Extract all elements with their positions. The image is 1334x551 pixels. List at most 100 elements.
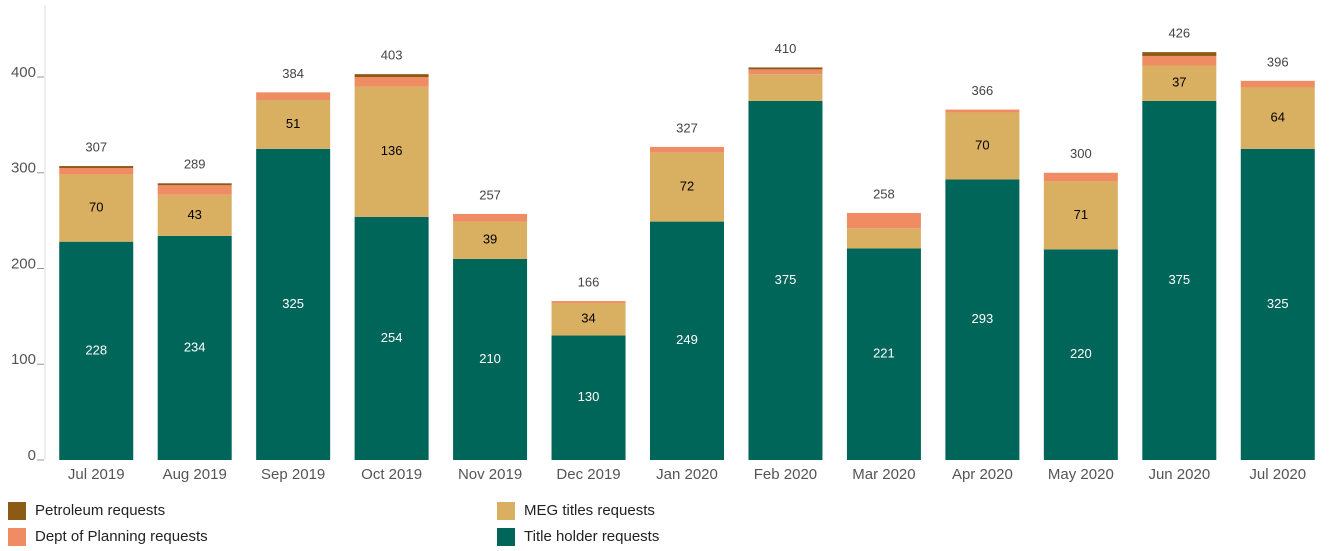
- value-label: 220: [1070, 346, 1092, 361]
- bar-segment: [256, 92, 331, 100]
- bar-segment: [650, 152, 724, 222]
- bar-segment: [1043, 181, 1118, 250]
- total-label: 289: [184, 157, 206, 172]
- bar-segment: [846, 212, 921, 229]
- bar-segment: [157, 185, 232, 195]
- bar-segment: [1240, 80, 1315, 88]
- total-label: 327: [676, 120, 698, 135]
- y-tick-label: 400: [11, 64, 36, 81]
- value-label: 37: [1172, 75, 1186, 90]
- bar-segment: [157, 183, 232, 186]
- x-tick-label: Mar 2020: [852, 466, 915, 483]
- total-label: 384: [282, 66, 304, 81]
- bar-segment: [453, 213, 528, 222]
- total-label: 396: [1267, 54, 1289, 69]
- legend-label: MEG titles requests: [524, 502, 655, 519]
- total-label: 403: [381, 48, 403, 63]
- total-label: 258: [873, 186, 895, 201]
- bar-segment: [748, 100, 823, 460]
- value-label: 130: [578, 389, 600, 404]
- bar-segment: [1142, 65, 1217, 101]
- x-tick-label: Oct 2019: [361, 466, 422, 483]
- bar-segment: [1240, 148, 1315, 461]
- bar-segment: [59, 167, 134, 175]
- value-label: 51: [286, 116, 300, 131]
- total-label: 166: [578, 275, 600, 290]
- bar-segment: [256, 100, 331, 149]
- bar-segment: [1142, 55, 1217, 66]
- bar-segment: [748, 74, 823, 101]
- bar-segment: [846, 248, 921, 460]
- bar-segment: [945, 109, 1020, 113]
- x-tick-label: Jun 2020: [1148, 466, 1210, 483]
- value-label: 254: [381, 330, 403, 345]
- y-tick-label: 300: [11, 160, 36, 177]
- value-label: 325: [282, 296, 304, 311]
- legend-swatch: [8, 528, 26, 546]
- bar-segment: [748, 67, 823, 70]
- x-tick-label: Jan 2020: [656, 466, 718, 483]
- x-tick-label: Feb 2020: [754, 466, 817, 483]
- bar-segment: [354, 86, 429, 217]
- bar-segment: [650, 146, 724, 153]
- y-tick-label: 100: [11, 351, 36, 368]
- bar-segment: [354, 74, 429, 78]
- value-label: 72: [680, 179, 694, 194]
- bar-segment: [551, 301, 626, 303]
- bar-segment: [59, 241, 134, 460]
- bar-segment: [1240, 87, 1315, 149]
- value-label: 375: [775, 272, 797, 287]
- total-label: 426: [1168, 26, 1190, 41]
- total-label: 257: [479, 187, 501, 202]
- value-label: 234: [184, 339, 206, 354]
- legend-label: Dept of Planning requests: [35, 528, 208, 545]
- legend-swatch: [497, 502, 515, 520]
- bar-segment: [157, 194, 232, 236]
- value-label: 39: [483, 232, 497, 247]
- value-label: 34: [581, 311, 595, 326]
- bar-segment: [354, 77, 429, 87]
- legend-label: Petroleum requests: [35, 502, 165, 519]
- bar-segment: [256, 148, 331, 461]
- bar-segment: [453, 258, 528, 460]
- value-label: 249: [676, 332, 698, 347]
- bar-segment: [748, 69, 823, 75]
- value-label: 325: [1267, 296, 1289, 311]
- bar-segment: [59, 166, 134, 168]
- bar-segment: [59, 174, 134, 242]
- total-label: 410: [775, 41, 797, 56]
- x-tick-label: Aug 2019: [163, 466, 227, 483]
- value-label: 375: [1168, 272, 1190, 287]
- value-label: 71: [1074, 207, 1088, 222]
- bar-segment: [1142, 52, 1217, 56]
- value-label: 136: [381, 143, 403, 158]
- y-tick-label: 0: [28, 447, 36, 464]
- x-tick-label: Sep 2019: [261, 466, 325, 483]
- x-tick-label: Apr 2020: [952, 466, 1013, 483]
- bar-segment: [1043, 249, 1118, 460]
- bar-segment: [453, 221, 528, 259]
- x-tick-label: Jul 2019: [68, 466, 125, 483]
- bar-segment: [846, 228, 921, 249]
- value-label: 43: [187, 207, 201, 222]
- bar-segment: [945, 112, 1020, 180]
- x-tick-label: May 2020: [1048, 466, 1114, 483]
- bar-segment: [945, 179, 1020, 460]
- bar-segment: [1043, 172, 1118, 182]
- bar-segment: [650, 221, 724, 460]
- total-label: 366: [972, 83, 994, 98]
- legend-swatch: [8, 502, 26, 520]
- value-label: 70: [975, 137, 989, 152]
- value-label: 70: [89, 200, 103, 215]
- x-tick-label: Nov 2019: [458, 466, 522, 483]
- bar-segment: [157, 235, 232, 460]
- x-tick-label: Jul 2020: [1249, 466, 1306, 483]
- bar-segment: [551, 302, 626, 336]
- bar-segment: [1142, 100, 1217, 460]
- total-label: 300: [1070, 146, 1092, 161]
- value-label: 210: [479, 351, 501, 366]
- value-label: 228: [85, 342, 107, 357]
- legend-label: Title holder requests: [524, 528, 659, 545]
- value-label: 293: [972, 311, 994, 326]
